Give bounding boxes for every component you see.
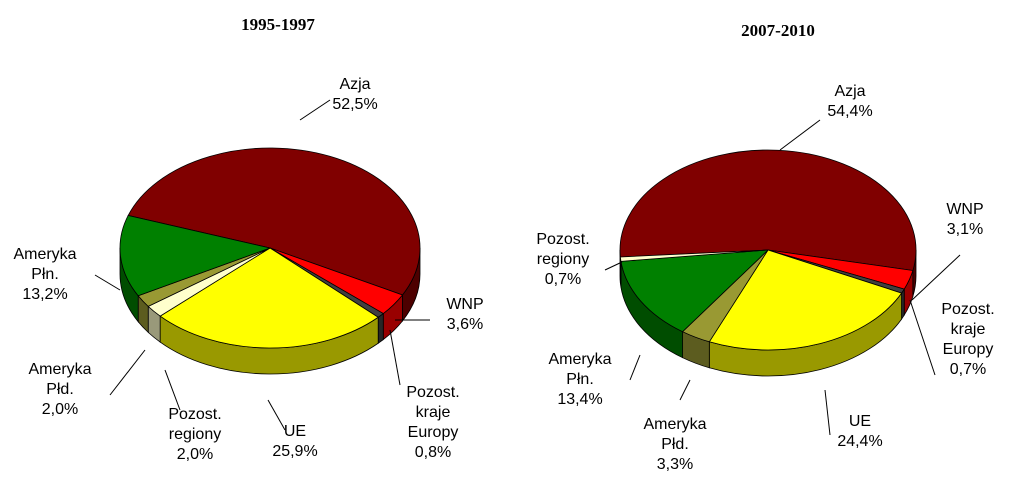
category-name: Pozost. kraje Europy [941, 301, 995, 358]
category-name: UE [283, 423, 307, 440]
slice-label: WNP 3,1% [915, 200, 1015, 240]
value-label: 0,7% [949, 361, 987, 378]
value-label: 3,3% [656, 456, 694, 473]
category-name: Ameryka Płn. [13, 246, 77, 283]
value-label: 52,5% [332, 96, 378, 113]
leader-line [267, 399, 286, 431]
slice [619, 149, 917, 271]
value-label: 13,4% [557, 391, 603, 408]
slice [708, 249, 903, 351]
slice-label: Ameryka Płn. 13,2% [0, 245, 95, 305]
category-name: Ameryka Płd. [643, 416, 707, 453]
category-name: Pozost. regiony [536, 231, 590, 268]
category-name: Pozost. kraje Europy [406, 384, 460, 441]
leader-line [779, 119, 821, 151]
slice [119, 214, 272, 297]
slice [620, 249, 770, 333]
leader-line [604, 261, 623, 271]
value-label: 13,2% [22, 286, 68, 303]
leader-line [824, 389, 831, 436]
slice-label: Azja 54,4% [800, 82, 900, 122]
leader-line [299, 99, 331, 121]
value-label: 2,0% [176, 446, 214, 463]
slice-label: WNP 3,6% [415, 295, 515, 335]
slice-label: Pozost. kraje Europy 0,8% [383, 383, 483, 463]
leader-line [909, 299, 936, 376]
value-label: 0,8% [414, 444, 452, 461]
slice [127, 147, 421, 296]
slice-label: Ameryka Płn. 13,4% [530, 350, 630, 410]
slice-label: Pozost. regiony 2,0% [145, 405, 245, 465]
slice [619, 249, 769, 262]
slice-side [377, 312, 384, 345]
leader-line [164, 369, 181, 411]
value-label: 3,6% [446, 316, 484, 333]
category-name: Azja [834, 83, 866, 100]
slice-label: Pozost. regiony 0,7% [513, 230, 613, 290]
value-label: 54,4% [827, 103, 873, 120]
leader-line [679, 379, 691, 401]
category-name: UE [848, 413, 872, 430]
category-name: Azja [339, 76, 371, 93]
value-label: 3,1% [946, 221, 984, 238]
slice-label: UE 25,9% [245, 422, 345, 462]
slice-label: Pozost. kraje Europy 0,7% [918, 300, 1015, 380]
leader-line [109, 349, 146, 396]
slice-label: Ameryka Płd. 3,3% [625, 415, 725, 475]
leader-line [94, 274, 121, 291]
value-label: 0,7% [544, 271, 582, 288]
value-label: 24,4% [837, 433, 883, 450]
category-name: WNP [946, 201, 984, 218]
leader-line [389, 329, 401, 386]
chart-title: 2007-2010 [741, 21, 815, 40]
value-label: 25,9% [272, 443, 318, 460]
category-name: Ameryka Płn. [548, 351, 612, 388]
slice-side [901, 287, 905, 321]
slice-label: UE 24,4% [810, 412, 910, 452]
leader-line [629, 354, 641, 381]
category-name: Pozost. regiony [168, 406, 222, 443]
slice-label: Azja 52,5% [305, 75, 405, 115]
slice-label: Ameryka Płd. 2,0% [10, 360, 110, 420]
chart-title: 1995-1997 [241, 15, 315, 34]
category-name: WNP [446, 296, 484, 313]
category-name: Ameryka Płd. [28, 361, 92, 398]
slice [159, 247, 379, 349]
value-label: 2,0% [41, 401, 79, 418]
leader-line [911, 254, 961, 301]
